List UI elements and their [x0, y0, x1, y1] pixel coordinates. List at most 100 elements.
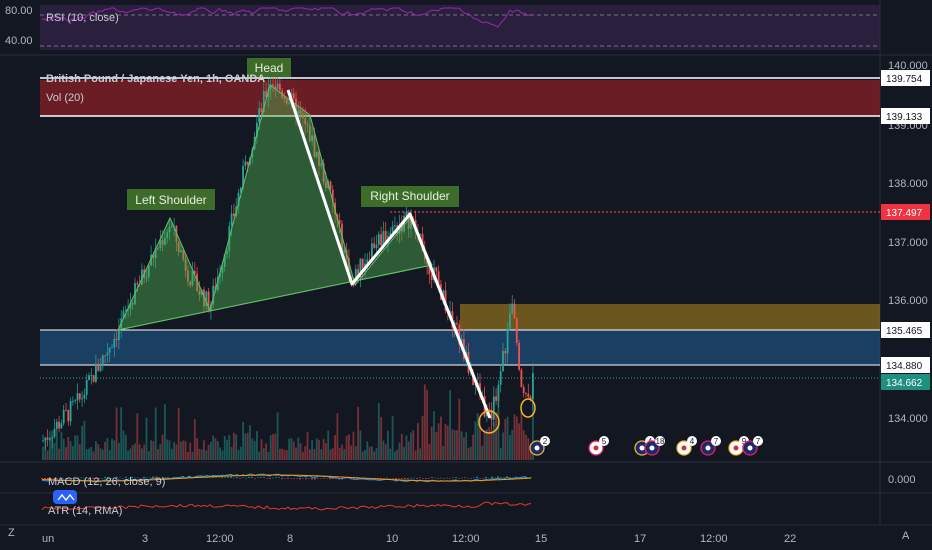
zoom-toggle-icon[interactable]: Z — [8, 527, 15, 539]
time-tick-0: un — [42, 533, 54, 545]
macd-histogram-bar — [74, 477, 76, 479]
resistance-zone[interactable] — [460, 304, 880, 330]
candle-body — [426, 259, 428, 265]
volume-bar — [92, 451, 95, 460]
event-marker[interactable]: 5 — [588, 436, 609, 456]
event-marker[interactable]: 4 — [676, 436, 697, 456]
macd-histogram-bar — [356, 478, 358, 480]
auto-scale-icon[interactable]: A — [902, 530, 910, 542]
candle-body — [419, 234, 422, 236]
volume-bar — [400, 433, 403, 460]
volume-bar — [364, 449, 366, 460]
volume-bar — [127, 450, 129, 460]
volume-bar — [159, 444, 162, 460]
volume-bar — [221, 450, 224, 460]
macd-histogram-bar — [464, 477, 466, 478]
macd-histogram-bar — [125, 476, 127, 478]
candle-body — [136, 283, 139, 285]
volume-bar — [419, 448, 422, 460]
candle-body — [260, 108, 263, 113]
macd-histogram-bar — [428, 478, 430, 479]
volume-bar — [154, 407, 157, 460]
cloud-icon[interactable] — [53, 490, 77, 504]
macd-histogram-bar — [443, 478, 445, 479]
candle-body — [382, 231, 385, 246]
macd-histogram-bar — [137, 477, 139, 479]
volume-bar — [157, 449, 159, 460]
macd-histogram-bar — [104, 476, 106, 478]
volume-bar — [338, 447, 341, 460]
macd-histogram-bar — [86, 477, 88, 479]
event-count: 7 — [756, 437, 761, 446]
price-tag-139754-bg — [881, 70, 930, 86]
candle-body — [359, 258, 362, 279]
macd-histogram-bar — [302, 478, 304, 479]
macd-axis-tick: 0.000 — [888, 474, 916, 486]
candle-body — [366, 259, 369, 264]
macd-histogram-bar — [254, 478, 256, 479]
event-marker[interactable]: 2 — [529, 436, 550, 456]
macd-histogram-bar — [299, 478, 301, 480]
neckline[interactable] — [117, 264, 433, 331]
candle-body — [44, 437, 47, 441]
price-tag-134662: 134.662 — [886, 378, 923, 389]
time-tick-3: 8 — [287, 533, 293, 545]
volume-bar — [65, 447, 67, 460]
volume-bar — [295, 447, 297, 460]
macd-histogram-bar — [101, 477, 103, 479]
volume-bar — [69, 441, 72, 460]
macd-histogram-bar — [122, 478, 124, 479]
volume-bar — [189, 442, 192, 460]
volume-bar — [440, 416, 442, 460]
macd-histogram-bar — [209, 477, 211, 479]
zigzag-line[interactable] — [286, 89, 492, 419]
volume-bar — [212, 435, 215, 460]
candle-body — [256, 122, 258, 137]
candle-body — [108, 347, 111, 353]
volume-bar — [389, 448, 392, 460]
volume-bar — [191, 451, 194, 460]
volume-label: Vol (20) — [46, 92, 84, 104]
macd-histogram-bar — [332, 478, 334, 479]
volume-bar — [412, 430, 415, 460]
macd-histogram-bar — [485, 476, 487, 478]
macd-histogram-bar — [497, 476, 499, 478]
candle-body — [380, 234, 382, 246]
economic-events[interactable]: 254184797 — [529, 436, 763, 456]
event-marker[interactable]: 7 — [742, 436, 763, 456]
volume-bars — [42, 384, 534, 460]
candle-body — [299, 110, 302, 114]
macd-histogram-bar — [437, 478, 439, 479]
rsi-axis-tick-80: 80.00 — [5, 5, 33, 17]
price-tick-138000: 138.000 — [888, 178, 928, 190]
candle-body — [265, 91, 267, 98]
volume-bar — [177, 408, 180, 460]
candle-body — [320, 163, 323, 166]
volume-bar — [274, 433, 277, 460]
candle-body — [403, 215, 405, 232]
candle-body — [230, 213, 233, 227]
macd-histogram-bar — [509, 477, 511, 478]
volume-bar — [88, 448, 90, 460]
candle-body — [147, 265, 150, 278]
event-count-badge — [753, 436, 763, 446]
macd-histogram-bar — [221, 477, 223, 478]
macd-histogram-bar — [506, 476, 508, 478]
macd-histogram-bar — [47, 478, 49, 480]
macd-histogram-bar — [248, 476, 250, 478]
volume-bar — [115, 407, 118, 460]
head-label: Head — [255, 61, 284, 75]
candle-body — [221, 266, 224, 274]
event-marker[interactable]: 18 — [644, 436, 665, 456]
volume-bar — [361, 451, 364, 460]
macd-histogram-bar — [320, 478, 322, 479]
candle-body — [297, 110, 300, 119]
event-marker[interactable]: 7 — [700, 436, 721, 456]
volume-bar — [437, 423, 440, 460]
candle-body — [437, 271, 440, 285]
candle-body — [373, 243, 376, 248]
candle-body — [76, 393, 79, 401]
volume-bar — [145, 417, 148, 460]
macd-histogram-bar — [386, 477, 388, 479]
